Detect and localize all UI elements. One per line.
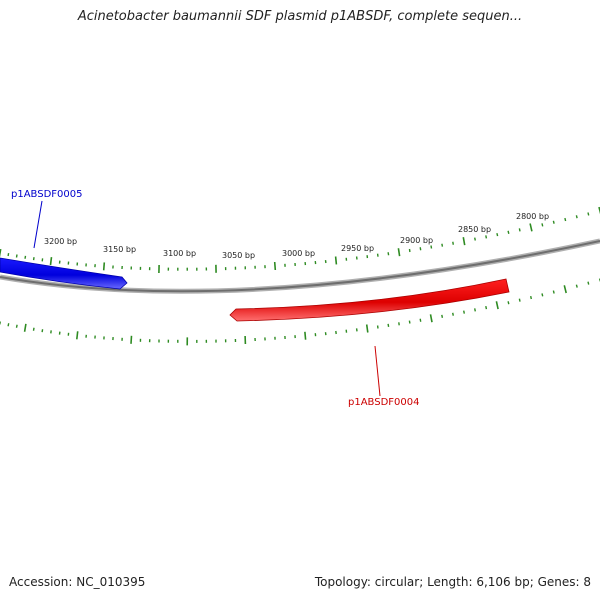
- gene-arrow-p1ABSDF0004[interactable]: [229, 278, 510, 322]
- major-tick: [563, 285, 567, 294]
- minor-tick: [552, 220, 555, 224]
- minor-tick: [430, 245, 433, 249]
- scale-label-2950: 2950 bp: [341, 244, 374, 253]
- minor-tick: [15, 254, 18, 258]
- major-tick: [365, 324, 369, 333]
- gene-label-p1ABSDF0005[interactable]: p1ABSDF0005: [11, 189, 82, 200]
- minor-tick: [452, 241, 454, 245]
- major-tick: [0, 248, 2, 258]
- major-tick: [462, 237, 466, 246]
- minor-tick: [552, 290, 555, 294]
- minor-tick: [587, 212, 590, 216]
- gene-leader-p1ABSDF0005: [33, 200, 43, 249]
- minor-tick: [7, 323, 10, 327]
- major-tick: [304, 331, 307, 340]
- major-tick: [529, 223, 533, 232]
- major-tick: [495, 301, 499, 310]
- scale-labels: 3200 bp 3150 bp 3100 bp 3050 bp 3000 bp …: [44, 212, 549, 260]
- minor-tick: [541, 293, 544, 297]
- major-tick: [429, 314, 433, 323]
- minor-tick: [419, 318, 422, 322]
- minor-tick: [530, 295, 532, 300]
- minor-tick: [564, 217, 567, 222]
- minor-tick: [496, 233, 499, 237]
- minor-tick: [474, 237, 476, 241]
- major-tick: [273, 261, 277, 271]
- minor-tick: [587, 281, 590, 285]
- minor-tick: [507, 301, 510, 305]
- accession-text: Accession: NC_010395: [9, 575, 146, 589]
- scale-label-2850: 2850 bp: [458, 225, 491, 234]
- major-tick: [397, 248, 401, 257]
- scale-label-2800: 2800 bp: [516, 212, 549, 221]
- minor-tick: [463, 310, 465, 314]
- outer-scale-ticks: [0, 206, 600, 274]
- minor-tick: [441, 243, 444, 247]
- minor-tick: [575, 284, 578, 288]
- major-tick: [76, 331, 79, 340]
- minor-tick: [485, 235, 488, 239]
- minor-tick: [485, 305, 488, 310]
- major-tick: [130, 335, 133, 344]
- scale-label-3050: 3050 bp: [222, 251, 255, 260]
- minor-tick: [518, 298, 521, 302]
- major-tick: [102, 262, 106, 271]
- minor-tick: [387, 323, 390, 328]
- gene-arrow-p1ABSDF0005[interactable]: [0, 257, 128, 290]
- minor-tick: [575, 215, 578, 219]
- minor-tick: [24, 255, 27, 259]
- scale-label-3100: 3100 bp: [163, 249, 196, 258]
- minor-tick: [507, 230, 510, 234]
- major-tick: [334, 256, 338, 265]
- gene-leader-p1ABSDF0004: [374, 345, 381, 397]
- minor-tick: [41, 329, 44, 333]
- minor-tick: [441, 314, 444, 318]
- minor-tick: [7, 252, 10, 257]
- minor-tick: [474, 308, 476, 312]
- minor-tick: [387, 252, 390, 256]
- page-title: Acinetobacter baumannii SDF plasmid p1AB…: [77, 9, 523, 24]
- scale-label-3000: 3000 bp: [282, 249, 315, 258]
- major-tick: [598, 206, 600, 215]
- gene-label-p1ABSDF0004[interactable]: p1ABSDF0004: [348, 397, 419, 408]
- minor-tick: [518, 228, 521, 232]
- minor-tick: [15, 324, 18, 328]
- plasmid-backbone-core: [0, 240, 600, 293]
- major-tick: [23, 323, 27, 332]
- summary-text: Topology: circular; Length: 6,106 bp; Ge…: [314, 575, 591, 589]
- scale-label-3150: 3150 bp: [103, 245, 136, 254]
- minor-tick: [32, 327, 35, 331]
- scale-label-3200: 3200 bp: [44, 237, 77, 246]
- minor-tick: [419, 247, 422, 251]
- scale-label-2900: 2900 bp: [400, 236, 433, 245]
- minor-tick: [452, 312, 454, 316]
- inner-scale-ticks: [0, 278, 600, 346]
- minor-tick: [541, 223, 544, 227]
- minor-tick: [408, 320, 411, 324]
- major-tick: [49, 256, 53, 266]
